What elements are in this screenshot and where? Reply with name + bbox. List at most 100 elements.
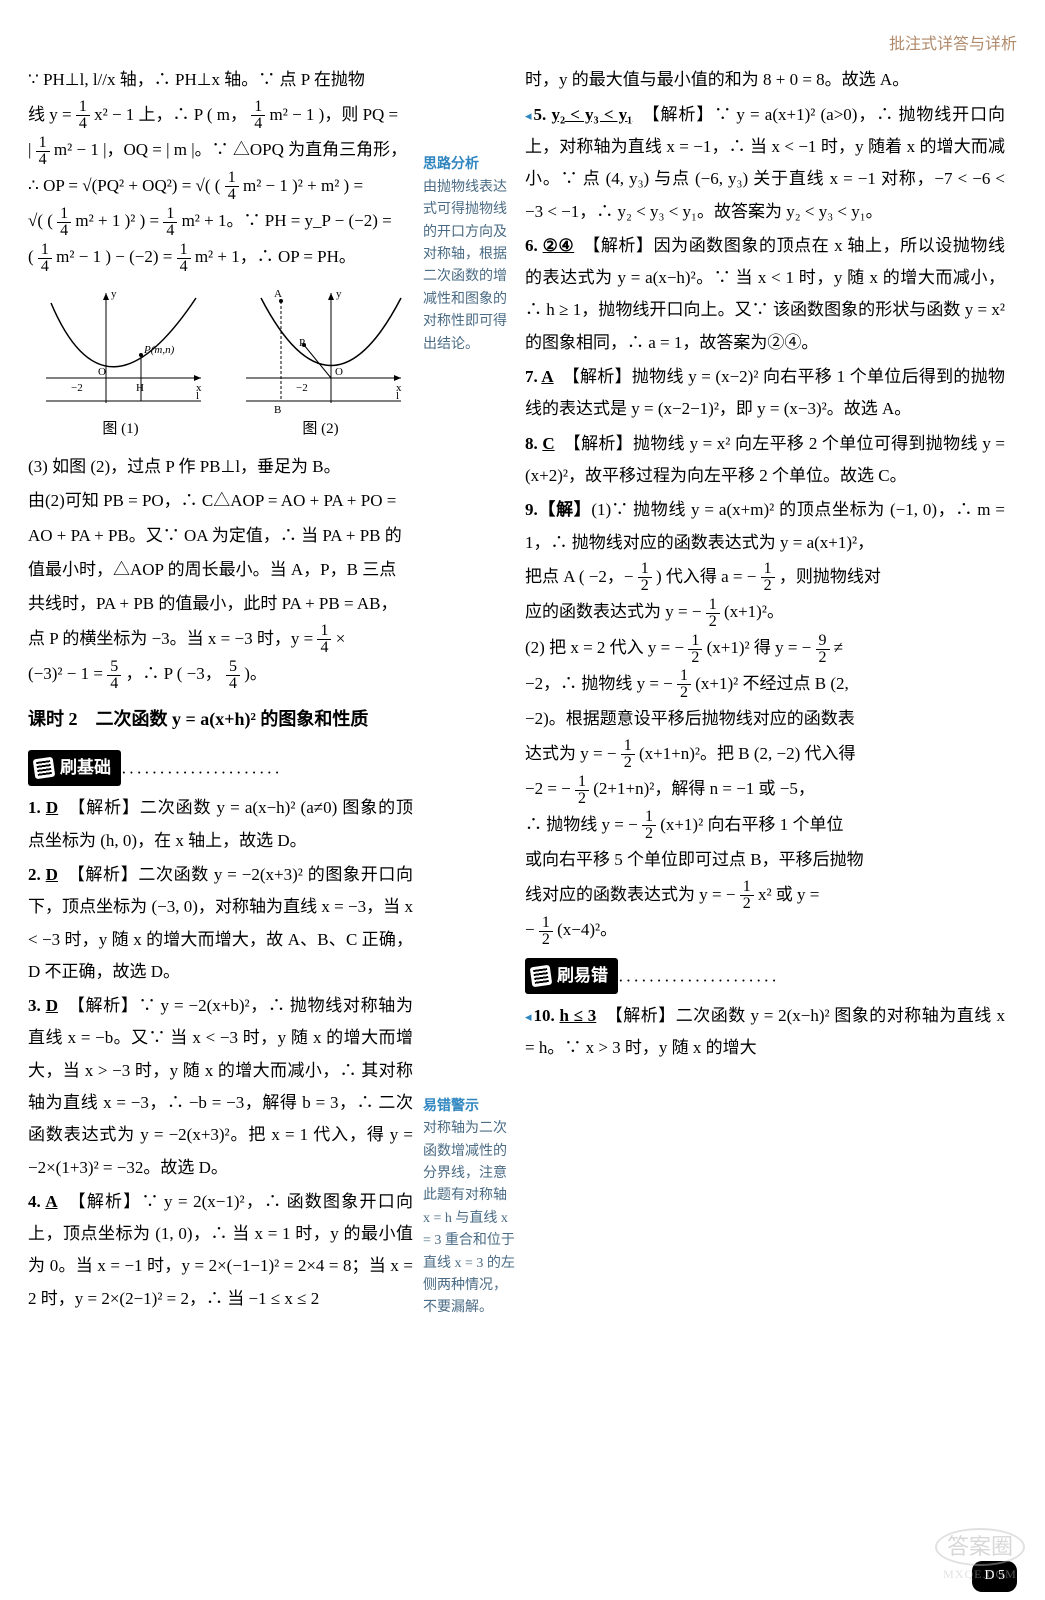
text-line: √( ( 14 m² + 1 )² ) = 14 m² + 1。∵ PH = y… [28,205,413,239]
t: ，∴ P ( −3， [125,664,221,683]
text-line: AO + PA + PB。又∵ OA 为定值，∴ 当 PA + PB 的 [28,520,413,552]
arrow-icon: ◂ [525,108,532,123]
question-7: 7. A 【解析】抛物线 y = (x−2)² 向右平移 1 个单位后得到的抛物… [525,361,1005,426]
note-body: 对称轴为二次函数增减性的分界线，注意此题有对称轴 x = h 与直线 x = 3… [423,1118,515,1320]
t: 线 y = [28,105,72,124]
answer: D [46,798,58,817]
t: | [28,140,36,159]
explanation: 【解析】抛物线 y = (x−2)² 向右平移 1 个单位后得到的抛物线的表达式… [525,367,1005,418]
t: ( [28,247,38,266]
t: − [525,920,535,939]
explanation: 【解析】二次函数 y = −2(x+3)² 的图象开口向下，顶点坐标为 (−3,… [28,865,413,981]
svg-text:−2: −2 [296,382,308,394]
qnum: 8. [525,434,542,453]
qnum: 2. [28,865,46,884]
text-line: ∵ PH⊥l, l//x 轴，∴ PH⊥x 轴。∵ 点 P 在抛物 [28,64,413,96]
fraction-1-4: 14 [177,242,191,275]
fraction-1-2: 12 [706,597,720,630]
note-title: 思路分析 [423,157,479,172]
t: )。 [244,664,267,683]
t: m² + 1。∵ PH = y_P − (−2) = [182,211,392,230]
svg-text:P: P [299,337,305,349]
notebook-icon [530,965,553,988]
fraction-1-4: 14 [163,206,177,239]
text-line: 值最小时，△AOP 的周长最小。当 A，P，B 三点 [28,554,413,586]
t: (−3)² − 1 = [28,664,107,683]
t: √( ( [28,211,53,230]
page-number: D 5 [972,1561,1017,1592]
t: 达式为 y = − [525,744,616,763]
fraction-1-2: 12 [621,738,635,771]
explanation: 【解析】抛物线 y = x² 向左平移 2 个单位可得到抛物线 y = (x+2… [525,434,1005,485]
parabola-graph-2: O y x l −2 A B P [236,283,406,413]
text-line: 把点 A ( −2，− 12 ) 代入得 a = − 12 ，则抛物线对 [525,561,1005,595]
t: × [336,629,346,648]
question-2: 2. D 【解析】二次函数 y = −2(x+3)² 的图象开口向下，顶点坐标为… [28,859,413,988]
text-line: −2)。根据题意设平移后抛物线对应的函数表 [525,703,1005,735]
fraction-1-2: 12 [740,879,754,912]
fraction-1-2: 12 [642,809,656,842]
answer: h ≤ 3 [560,1006,597,1025]
fraction-5-4: 54 [226,659,240,692]
question-8: 8. C 【解析】抛物线 y = x² 向左平移 2 个单位可得到抛物线 y =… [525,428,1005,493]
content-columns: ∵ PH⊥l, l//x 轴，∴ PH⊥x 轴。∵ 点 P 在抛物 线 y = … [28,64,1017,1319]
qnum: 5. [534,105,552,124]
explanation: 【解析】二次函数 y = 2(x−h)² 图象的对称轴为直线 x = h。∵ x… [525,1006,1005,1057]
page-footer: D 5 [972,1561,1017,1592]
note-title: 易错警示 [423,1099,479,1114]
t: −2 = − [525,779,571,798]
answer: D [46,996,58,1015]
explanation: 【解析】∵ y = 2(x−1)²，∴ 函数图象开口向上，顶点坐标为 (1, 0… [28,1192,413,1308]
t: ) 代入得 a = − [656,567,756,586]
fraction-1-4: 14 [251,99,265,132]
badge-label: 刷基础 [60,752,111,784]
t: m² + 1 )² ) = [75,211,163,230]
t: ∴ 抛物线 y = − [525,815,638,834]
question-1: 1. D 【解析】二次函数 y = a(x−h)² (a≠0) 图象的顶点坐标为… [28,792,413,857]
dots: ····················· [121,763,282,782]
text-line: 时，y 的最大值与最小值的和为 8 + 0 = 8。故选 A。 [525,64,1005,96]
fraction-1-2: 12 [539,915,553,948]
t: ≠ [834,638,843,657]
text-line: −2，∴ 抛物线 y = − 12 (x+1)² 不经过点 B (2, [525,668,1005,702]
t: 线对应的函数表达式为 y = − [525,885,735,904]
qnum: 6. [525,236,543,255]
badge-basics: 刷基础 ····················· [28,742,413,792]
qnum: 7. [525,367,541,386]
svg-text:A: A [274,288,282,300]
svg-text:P(m,n): P(m,n) [143,344,175,356]
question-3: 3. D 【解析】∵ y = −2(x+b)²，∴ 抛物线对称轴为直线 x = … [28,990,413,1184]
text-line: 或向右平移 5 个单位即可过点 B，平移后抛物 [525,844,1005,876]
badge-label: 刷易错 [557,960,608,992]
qnum: 4. [28,1192,45,1211]
fraction-1-2: 12 [575,774,589,807]
t: (x−4)²。 [557,920,617,939]
t: ，则抛物线对 [779,567,881,586]
t: (x+1)² 得 y = − [707,638,812,657]
t: (x+1)² 不经过点 B (2, [695,674,849,693]
svg-text:H: H [136,382,144,394]
answer: A [45,1192,57,1211]
answer: A [541,367,553,386]
text-line: 点 P 的横坐标为 −3。当 x = −3 时，y = 14 × [28,623,413,657]
answer: y₂ < y₃ < y₁ [551,105,632,124]
dots: ····················· [618,971,779,990]
fraction-1-4: 14 [36,135,50,168]
left-column: ∵ PH⊥l, l//x 轴，∴ PH⊥x 轴。∵ 点 P 在抛物 线 y = … [28,64,413,1319]
question-4: 4. A 【解析】∵ y = 2(x−1)²，∴ 函数图象开口向上，顶点坐标为 … [28,1186,413,1315]
text-line: ∴ 抛物线 y = − 12 (x+1)² 向右平移 1 个单位 [525,809,1005,843]
text-line: − 12 (x−4)²。 [525,914,1005,948]
svg-text:−2: −2 [71,382,83,394]
figure-2-caption: 图 (2) [236,415,406,444]
qnum: 3. [28,996,46,1015]
watermark-text: 答案圈 [935,1528,1025,1566]
text-line: 达式为 y = − 12 (x+1+n)²。把 B (2, −2) 代入得 [525,738,1005,772]
margin-notes-column: 思路分析 由抛物线表达式可得抛物线的开口方向及对称轴，根据二次函数的增减性和图象… [423,64,515,1319]
figure-1: O y x l −2 P(m,n) H 图 (1) [36,283,206,444]
figure-1-caption: 图 (1) [36,415,206,444]
svg-text:O: O [335,366,343,378]
t: ∴ OP = √(PQ² + OQ²) = √( ( [28,176,220,195]
explanation: 【解析】因为函数图象的顶点在 x 轴上，所以设抛物线的表达式为 y = a(x−… [525,236,1005,352]
text-line: 由(2)可知 PB = PO，∴ C△AOP = AO + PA + PO = [28,485,413,517]
fraction-1-4: 14 [38,242,52,275]
